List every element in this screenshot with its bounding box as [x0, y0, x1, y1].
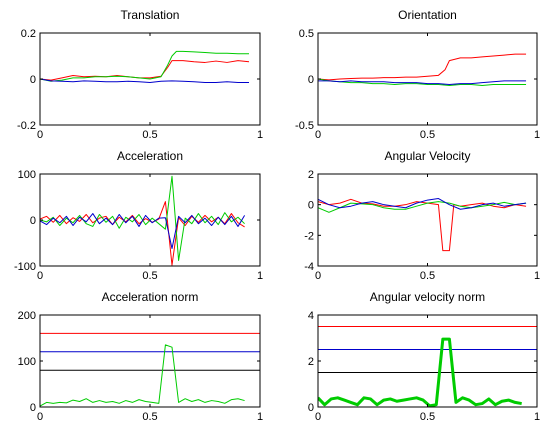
series-line-1	[40, 60, 250, 81]
subplot-title: Translation	[121, 8, 180, 22]
x-tick-label: 1	[534, 129, 540, 141]
series-group	[40, 332, 260, 407]
series-group	[40, 175, 246, 266]
subplot-title: Angular velocity norm	[370, 290, 485, 304]
subplot-title: Angular Velocity	[384, 149, 470, 163]
series-line-1	[318, 198, 527, 252]
y-tick-label: -2	[304, 230, 314, 242]
y-tick-label: 0	[30, 74, 36, 86]
series-line-4	[318, 337, 522, 407]
y-tick-label: -100	[14, 261, 36, 273]
series-line-2	[318, 201, 527, 213]
y-tick-label: 0.2	[21, 28, 36, 40]
y-tick-label: 2	[308, 169, 314, 181]
series-group	[318, 53, 527, 86]
y-tick-label: -4	[304, 261, 314, 273]
y-tick-label: 0	[30, 402, 36, 414]
subplot-title: Orientation	[398, 8, 457, 22]
x-tick-label: 0.5	[420, 270, 435, 282]
x-tick-label: 1	[257, 411, 263, 423]
subplot-title: Acceleration	[117, 149, 183, 163]
axes-frame	[317, 314, 538, 408]
y-tick-label: 0	[30, 215, 36, 227]
series-line-3	[318, 80, 527, 86]
x-tick-label: 0.5	[420, 411, 435, 423]
y-tick-label: 0	[308, 74, 314, 86]
x-tick-label: 0	[37, 129, 43, 141]
series-line-3	[40, 78, 249, 83]
axes-frame	[39, 314, 261, 408]
series-line-2	[40, 50, 249, 82]
y-tick-label: 0	[308, 402, 314, 414]
y-tick-label: 4	[308, 310, 314, 322]
y-tick-label: 100	[18, 356, 36, 368]
y-tick-label: 0	[308, 200, 314, 212]
y-tick-label: 0.5	[299, 28, 314, 40]
x-tick-label: 1	[534, 411, 540, 423]
x-tick-label: 0	[37, 411, 43, 423]
series-group	[318, 198, 527, 252]
x-tick-label: 1	[257, 129, 263, 141]
x-tick-label: 0.5	[420, 129, 435, 141]
y-tick-label: -0.5	[295, 120, 314, 132]
subplot-title: Acceleration norm	[102, 290, 199, 304]
series-line-2	[318, 78, 527, 86]
x-tick-label: 1	[257, 270, 263, 282]
series-line-2	[40, 175, 245, 261]
y-tick-label: 2	[308, 356, 314, 368]
axes-frame	[317, 173, 538, 267]
x-tick-label: 0	[315, 411, 321, 423]
subplot-5: Acceleration norm 0 0.5 1 0 100 200	[18, 290, 263, 423]
series-group	[40, 50, 250, 83]
subplot-4: Angular Velocity 0 0.5 1 -4 -2 0 2	[304, 149, 540, 282]
x-tick-label: 0	[37, 270, 43, 282]
series-line-3	[318, 198, 527, 210]
y-tick-label: 100	[18, 169, 36, 181]
y-tick-label: 200	[18, 310, 36, 322]
series-line-1	[318, 53, 527, 81]
x-tick-label: 1	[534, 270, 540, 282]
y-tick-label: -0.2	[17, 120, 36, 132]
subplot-6: Angular velocity norm 0 0.5 1 0 2 4	[308, 290, 540, 423]
series-line-1	[40, 201, 245, 266]
x-tick-label: 0	[315, 270, 321, 282]
x-tick-label: 0.5	[142, 129, 157, 141]
x-tick-label: 0.5	[142, 270, 157, 282]
series-group	[318, 326, 537, 407]
x-tick-label: 0.5	[142, 411, 157, 423]
x-tick-label: 0	[315, 129, 321, 141]
series-line-3	[40, 213, 246, 250]
series-line-4	[40, 344, 245, 407]
